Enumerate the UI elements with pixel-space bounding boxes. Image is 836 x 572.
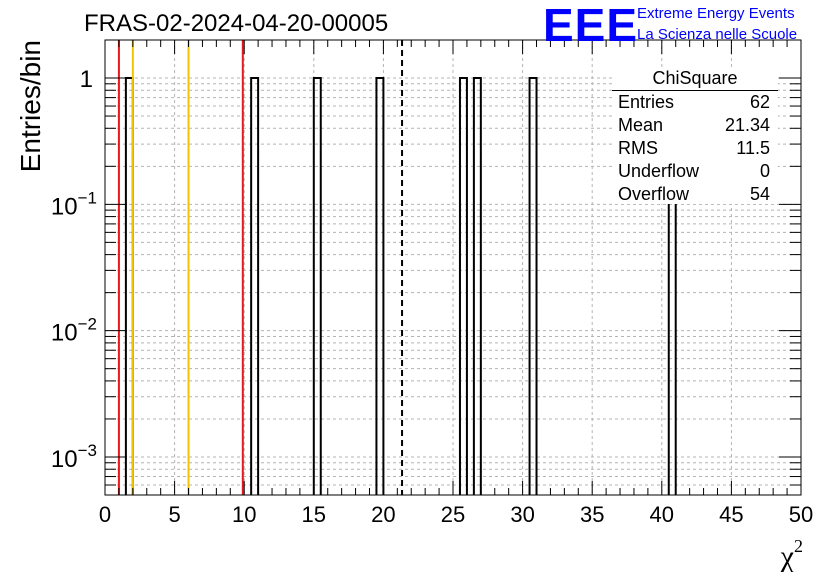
stats-divider (612, 90, 778, 91)
y-tick-label: 10−3 (51, 441, 97, 473)
stat-label: Overflow (618, 184, 690, 204)
x-tick-label: 45 (719, 502, 743, 527)
x-tick-label: 50 (789, 502, 813, 527)
x-tick-label: 0 (99, 502, 111, 527)
stat-row-overflow: Overflow 54 (618, 184, 770, 206)
x-tick-label: 5 (168, 502, 180, 527)
x-axis-title: χ2 (780, 536, 803, 572)
histogram-bin (458, 77, 468, 495)
logo-line-2: La Scienza nelle Scuole (637, 26, 798, 43)
stat-label: Underflow (618, 161, 700, 181)
eee-logo: EEE Extreme Energy Events La Scienza nel… (543, 0, 833, 51)
chart-title: FRAS-02-2024-04-20-00005 (84, 10, 389, 37)
eee-logo-mark: EEE (543, 0, 639, 51)
stat-row-rms: RMS 11.5 (618, 138, 770, 160)
stat-label: RMS (618, 138, 658, 158)
x-tick-label: 15 (302, 502, 326, 527)
stat-row-underflow: Underflow 0 (618, 161, 770, 183)
histogram-bin (528, 77, 538, 495)
stat-label: Mean (618, 115, 664, 135)
x-tick-label: 25 (441, 502, 465, 527)
stat-label: Entries (618, 92, 675, 112)
logo-line-1: Extreme Energy Events (637, 5, 795, 22)
y-tick-label: 10−2 (51, 315, 97, 347)
x-tick-label: 10 (232, 502, 256, 527)
x-tick-label: 40 (650, 502, 674, 527)
x-tick-label: 35 (580, 502, 604, 527)
x-tick-label: 20 (371, 502, 395, 527)
histogram-bin (124, 77, 134, 495)
stat-value: 21.34 (724, 115, 770, 135)
stat-value: 0 (759, 161, 770, 181)
x-tick-label: 30 (510, 502, 534, 527)
histogram-bin (375, 77, 385, 495)
y-tick-label: 10−1 (51, 188, 97, 220)
y-tick-label: 1 (80, 66, 93, 93)
stat-value: 62 (749, 92, 770, 112)
stats-box: ChiSquare Entries 62 Mean 21.34 RMS 11.5… (612, 68, 778, 204)
histogram-bin (250, 77, 260, 495)
stat-value: 11.5 (736, 138, 770, 158)
stat-row-entries: Entries 62 (618, 92, 770, 114)
stats-title: ChiSquare (652, 68, 738, 88)
histogram-bin (312, 77, 322, 495)
y-axis-title: Entries/bin (15, 40, 46, 172)
stat-row-mean: Mean 21.34 (618, 115, 770, 137)
histogram-bin (472, 77, 482, 495)
stat-value: 54 (749, 184, 770, 204)
